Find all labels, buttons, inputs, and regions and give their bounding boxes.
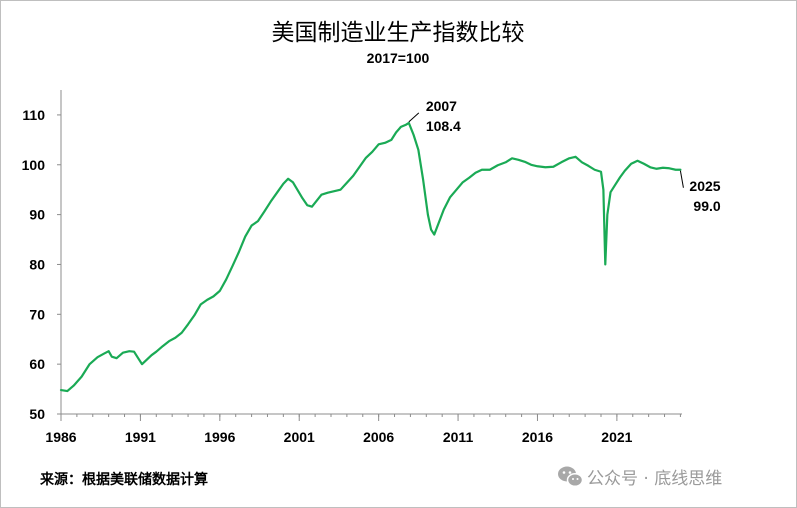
x-tick-label: 1991 <box>125 429 156 445</box>
chart-subtitle: 2017=100 <box>367 50 430 66</box>
annotation-peak-year: 2007 <box>426 98 457 114</box>
x-tick-label: 2011 <box>443 429 474 445</box>
chart-title: 美国制造业生产指数比较 <box>272 20 525 46</box>
x-tick-label: 2016 <box>522 429 553 445</box>
x-tick-label: 1996 <box>204 429 235 445</box>
y-tick-label: 70 <box>29 306 45 322</box>
wechat-icon <box>558 466 584 488</box>
y-tick-label: 60 <box>29 356 45 372</box>
annotations: 2007 108.4 2025 99.0 <box>408 98 721 214</box>
watermark-text: 公众号 · 底线思维 <box>587 469 722 489</box>
y-tick-label: 80 <box>29 256 45 272</box>
series-layer <box>59 121 682 393</box>
y-tick-label: 50 <box>29 406 45 422</box>
x-tick-label: 2006 <box>363 429 394 445</box>
x-tick-label: 2021 <box>601 429 632 445</box>
x-tick-label: 1986 <box>45 429 76 445</box>
axes <box>57 90 682 421</box>
annotation-latest-year: 2025 <box>689 178 720 194</box>
annotation-latest-value: 99.0 <box>693 198 720 214</box>
annotation-peak-value: 108.4 <box>426 118 461 134</box>
tick-labels: 50 60 70 80 90 100 110 1986 1991 1996 2001 2006 2011… <box>22 107 633 445</box>
annotation-leader-latest <box>679 170 684 188</box>
annotation-leader-peak <box>408 112 420 123</box>
x-tick-label: 2001 <box>284 429 315 445</box>
y-tick-label: 100 <box>22 157 46 173</box>
source-note: 来源：根据美联储数据计算 <box>39 471 208 488</box>
y-tick-label: 90 <box>29 207 45 223</box>
series-line-0 <box>59 121 682 393</box>
y-tick-label: 110 <box>22 107 45 123</box>
